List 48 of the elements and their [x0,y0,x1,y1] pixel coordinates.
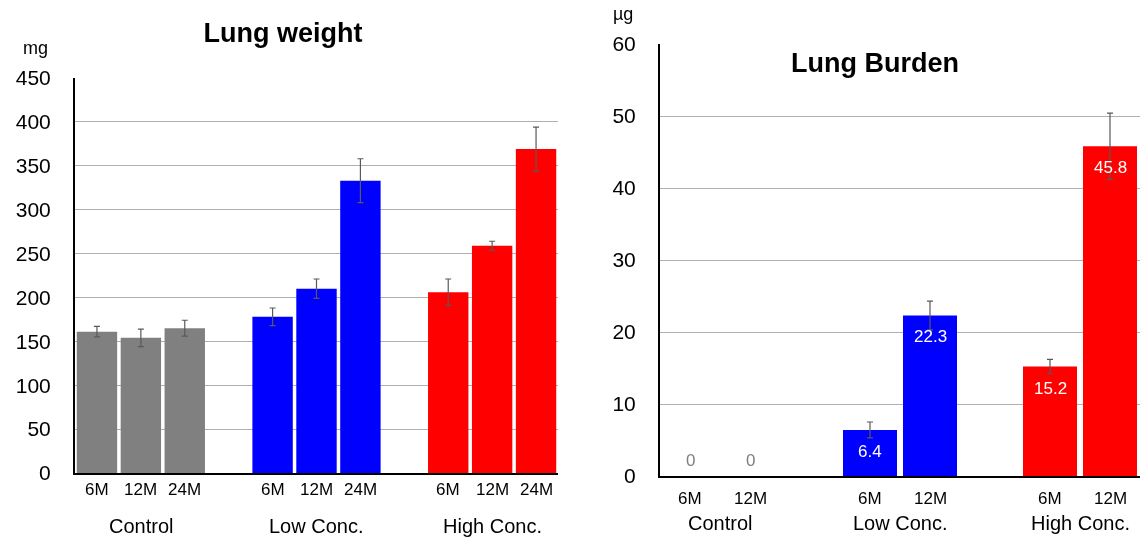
x-tick-label: 6M [436,480,460,499]
y-tick-label: 10 [612,392,636,416]
y-tick-label: 200 [15,285,51,309]
chart-title: Lung weight [203,18,363,49]
y-tick-label: 50 [612,104,636,128]
y-tick-label: 60 [612,32,636,56]
y-tick-label: 30 [612,248,636,272]
x-tick-label: 12M [300,480,334,499]
y-axis-title: mg [23,38,49,58]
y-tick-label: 20 [612,320,636,344]
y-tick-label: 50 [27,417,51,441]
data-label: 45.8 [1094,158,1128,177]
y-axis-title: µg [613,4,634,24]
y-tick-label: 400 [15,110,51,134]
y-tick-label: 150 [15,329,51,353]
y-tick-label: 350 [15,154,51,178]
x-tick-label: 12M [476,480,510,499]
data-label: 0 [746,451,756,470]
text: Low Conc. [853,512,948,534]
y-tick-label: 100 [15,373,51,397]
y-tick-label: 450 [15,66,51,90]
x-tick-label: 24M [520,480,554,499]
x-tick-label: 6M [85,480,109,499]
x-tick-label: 6M [678,489,702,508]
x-tick-label: 12M [124,480,158,499]
text: Control [109,515,174,537]
x-tick-label: 6M [1038,489,1062,508]
data-label: 0 [686,451,696,470]
text: Control [688,512,753,534]
data-label: 22.3 [914,327,948,346]
y-tick-label: 300 [15,198,51,222]
x-tick-label: 12M [734,489,768,508]
x-tick-label: 6M [261,480,285,499]
y-tick-label: 0 [39,461,51,485]
y-tick-label: 40 [612,176,636,200]
text: Low Conc. [269,515,364,537]
x-tick-label: 6M [858,489,882,508]
text: High Conc. [443,515,542,537]
y-tick-label: 0 [624,464,636,488]
x-tick-label: 24M [344,480,378,499]
data-label: 15.2 [1034,379,1068,398]
text: High Conc. [1031,512,1130,534]
y-tick-label: 250 [15,241,51,265]
data-label: 6.4 [858,442,882,461]
x-tick-label: 24M [168,480,202,499]
x-tick-label: 12M [1094,489,1128,508]
x-tick-label: 12M [914,489,948,508]
chart-title: Lung Burden [791,48,959,79]
